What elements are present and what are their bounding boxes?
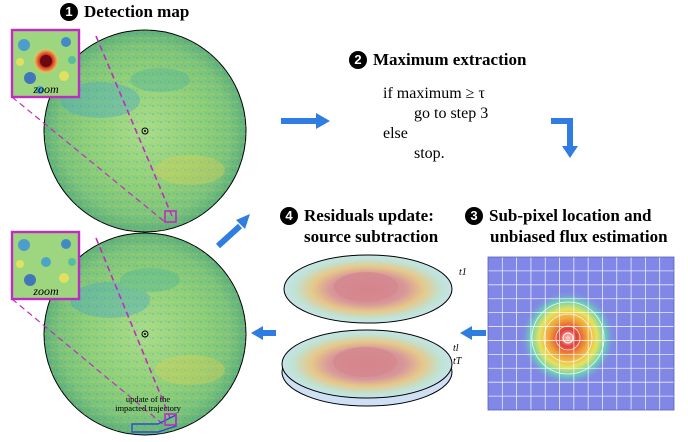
zoom-label-top: zoom	[32, 82, 59, 96]
algorithm-line1: if maximum ≥ τ	[383, 84, 488, 104]
zoom-inset-top: zoom	[12, 30, 79, 97]
step4-title-line2: source subtraction	[304, 227, 438, 247]
trajectory-label-line2: impacted trajectory	[115, 403, 182, 413]
algorithm-line3: else	[383, 124, 488, 144]
step4-title-line1: Residuals update:	[304, 206, 434, 225]
zoom-label-bottom: zoom	[32, 284, 59, 298]
step3-title-line1: Sub-pixel location and	[489, 206, 652, 225]
step2-title: 2 Maximum extraction	[349, 50, 526, 70]
arrow-left-icon	[460, 326, 472, 340]
algorithm-line4: stop.	[383, 144, 488, 164]
subpixel-grid	[488, 257, 674, 410]
arrow-left-icon-2	[251, 326, 263, 340]
arrow-right-icon	[316, 113, 330, 129]
step2-number-badge: 2	[349, 51, 367, 69]
algorithm-block: if maximum ≥ τ go to step 3 else stop.	[383, 84, 488, 164]
step4-title: 4 Residuals update:	[280, 206, 434, 226]
step1-title-text: Detection map	[84, 2, 189, 21]
step3-title-line2: unbiased flux estimation	[490, 227, 668, 247]
residual-frames: t1 tl tT	[282, 255, 467, 406]
arrow-down-icon	[562, 146, 578, 158]
algorithm-line2: go to step 3	[383, 104, 488, 124]
step3-title: 3 Sub-pixel location and	[465, 206, 652, 226]
frame-label-tT: tT	[453, 356, 463, 367]
step2-title-text: Maximum extraction	[373, 50, 526, 69]
frame-label-t1: t1	[459, 267, 467, 278]
zoom-inset-bottom: zoom	[12, 232, 79, 299]
step4-number-badge: 4	[280, 207, 298, 225]
step1-number-badge: 1	[60, 3, 78, 21]
frame-label-tl: tl	[453, 343, 459, 354]
step3-number-badge: 3	[465, 207, 483, 225]
step1-title: 1 Detection map	[60, 2, 189, 22]
